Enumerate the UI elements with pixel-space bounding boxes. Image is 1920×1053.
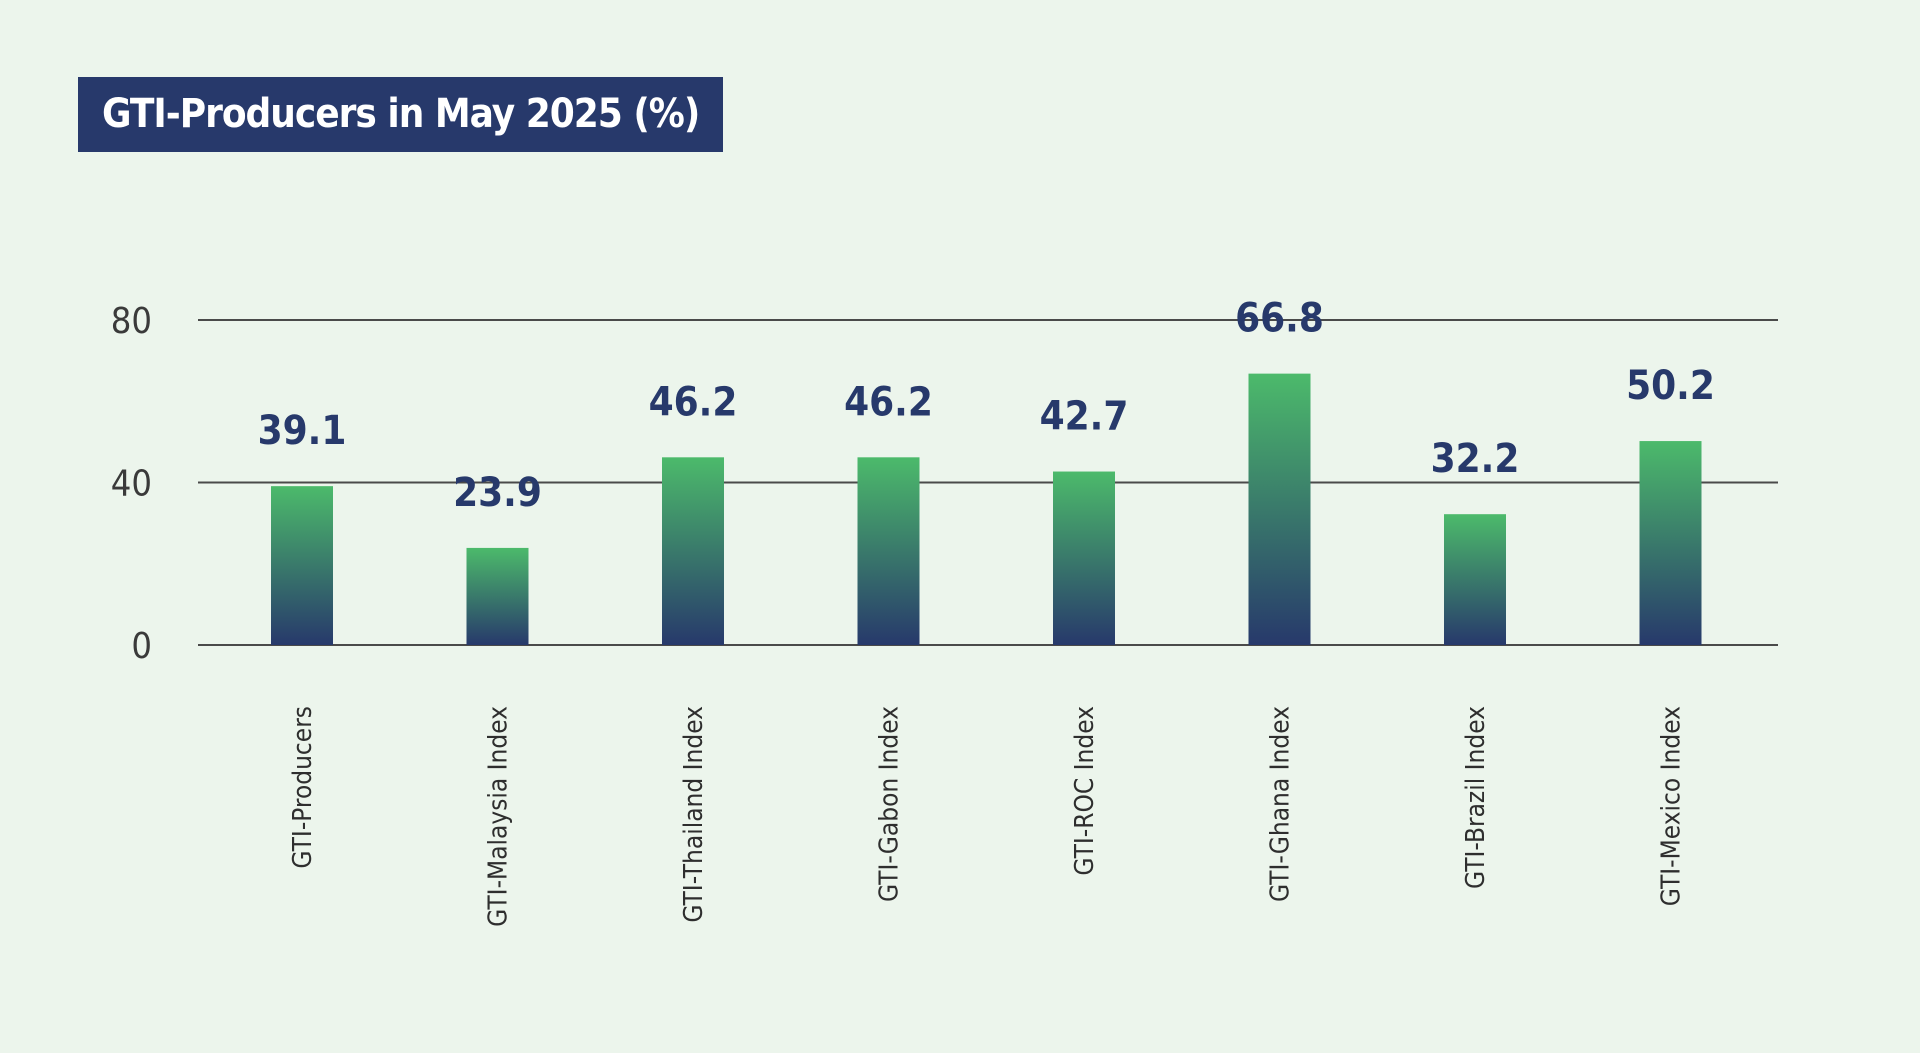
value-label-8: 50.2 [1626,363,1715,409]
value-label-7: 32.2 [1431,436,1520,482]
y-axis-ticks: 0 40 80 [111,301,152,667]
value-label-5: 42.7 [1040,394,1129,440]
value-label-6: 66.8 [1235,296,1324,342]
bar-8 [1639,441,1702,645]
grid-lines [198,319,1778,646]
bar-3 [662,457,724,645]
value-labels: 39.1 23.9 46.2 46.2 42.7 66.8 32.2 50.2 [258,296,1715,516]
value-label-2: 23.9 [453,470,542,516]
category-label-1: GTI-Producers [288,706,318,869]
category-label-6: GTI-Ghana Index [1266,706,1296,902]
value-label-4: 46.2 [844,379,933,425]
category-label-7: GTI-Brazil Index [1461,706,1491,889]
chart-title: GTI-Producers in May 2025 (%) [78,77,724,152]
bar-2 [466,547,529,645]
bar-7 [1444,514,1506,645]
category-label-8: GTI-Mexico Index [1657,706,1687,906]
y-tick-label-40: 40 [111,464,152,505]
category-label-5: GTI-ROC Index [1070,706,1100,876]
bar-6 [1248,373,1311,645]
value-label-3: 46.2 [649,379,738,425]
bars [271,373,1702,645]
y-tick-label-80: 80 [111,301,152,342]
bar-1 [271,486,333,645]
y-tick-label-0: 0 [131,626,152,667]
category-labels: GTI-Producers GTI-Malaysia Index GTI-Thail… [288,706,1687,927]
value-label-1: 39.1 [258,408,347,454]
category-label-4: GTI-Gabon Index [875,706,905,902]
category-label-3: GTI-Thailand Index [679,706,709,923]
bar-5 [1053,471,1115,645]
category-label-2: GTI-Malaysia Index [484,706,514,927]
bar-4 [857,457,920,645]
